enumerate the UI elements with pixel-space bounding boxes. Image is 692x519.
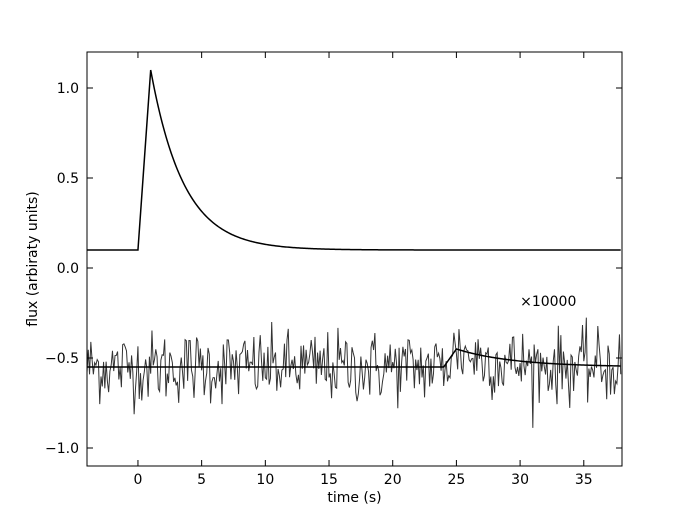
scale-annotation: ×10000 [520, 294, 576, 310]
x-tick-label: 20 [384, 472, 402, 488]
series-noisy-line [86, 317, 622, 428]
x-tick-label: 0 [133, 472, 142, 488]
x-tick-label: 30 [511, 472, 529, 488]
x-axis-label: time (s) [327, 490, 381, 506]
series-lower-pulse-line [87, 348, 621, 368]
y-tick-label: −1.0 [45, 441, 79, 457]
ticks-layer: 0 5 10 15 20 25 30 35 1.0 0.5 0.0 −0.5 −1.0 [45, 52, 622, 488]
x-tick-label: 15 [320, 472, 338, 488]
x-tick-label: 35 [575, 472, 593, 488]
y-tick-label: −0.5 [45, 351, 79, 367]
x-tick-label: 25 [447, 472, 465, 488]
y-tick-label: 1.0 [57, 81, 79, 97]
y-tick-label: 0.5 [57, 171, 79, 187]
x-tick-label: 10 [256, 472, 274, 488]
y-axis-label: flux (arbiraty units) [25, 191, 41, 326]
y-tick-label: 0.0 [57, 261, 79, 277]
annotation-layer: ×10000 [520, 294, 576, 310]
plot-frame [86, 51, 623, 467]
series-upper-pulse-line [87, 69, 621, 251]
series-layer [86, 69, 622, 428]
x-tick-label: 5 [197, 472, 206, 488]
